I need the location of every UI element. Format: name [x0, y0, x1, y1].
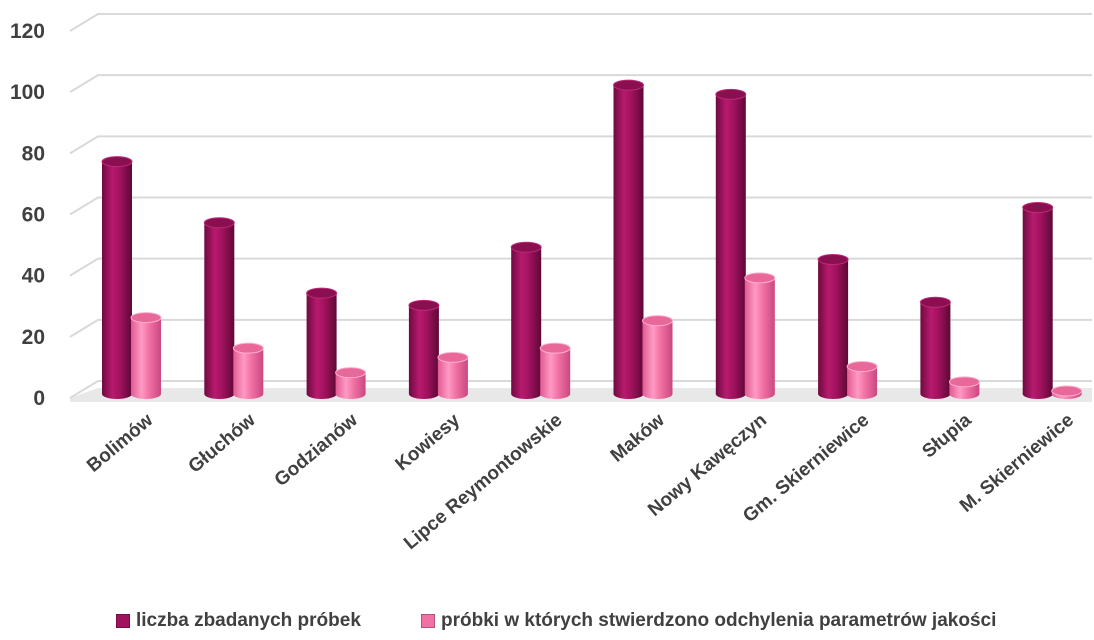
y-tick-label: 100 — [10, 81, 45, 104]
y-tick-label: 0 — [33, 387, 45, 410]
bar-samples-deviations — [744, 272, 776, 399]
bar-samples-deviations — [539, 342, 571, 399]
x-category-label: Słupia — [918, 409, 976, 462]
bar-samples-tested — [101, 156, 133, 399]
y-tick-label: 120 — [10, 20, 45, 43]
bar-samples-tested — [1022, 202, 1054, 399]
bar-chart: 0 20 40 60 80 100 120 Bolimów Głuchów Godzianów K… — [10, 13, 1092, 554]
bar-samples-tested — [510, 241, 542, 399]
x-category-label: Maków — [607, 410, 669, 467]
bar-samples-tested — [306, 287, 338, 399]
y-tick-label: 40 — [22, 265, 45, 288]
bar-samples-tested — [203, 217, 235, 399]
bar-samples-deviations — [130, 312, 162, 399]
legend: liczba zbadanych próbek próbki w których… — [0, 610, 1094, 640]
legend-item-samples-tested: liczba zbadanych próbek — [116, 610, 361, 632]
x-category-label: Bolimów — [83, 410, 157, 477]
bar-samples-deviations — [437, 351, 469, 399]
bar-samples-deviations — [846, 361, 878, 399]
bar-samples-deviations — [232, 342, 264, 399]
legend-label-samples-tested: liczba zbadanych próbek — [136, 610, 361, 631]
y-tick-label: 20 — [22, 326, 45, 349]
bar-samples-deviations — [335, 367, 367, 399]
bar-samples-deviations — [1051, 385, 1083, 399]
gridline — [69, 196, 1092, 216]
gridline — [69, 74, 1092, 94]
gridline — [69, 135, 1092, 155]
y-tick-label: 60 — [22, 204, 45, 227]
x-category-label: Godzianów — [271, 410, 362, 491]
legend-swatch-samples-tested — [116, 614, 130, 628]
gridline — [69, 257, 1092, 277]
bar-samples-deviations — [642, 315, 673, 399]
legend-label-samples-deviations: próbki w których stwierdzono odchylenia … — [441, 610, 997, 631]
bar-samples-tested — [715, 88, 747, 399]
legend-swatch-samples-deviations — [421, 614, 435, 628]
bars — [101, 79, 1083, 399]
gridline — [69, 13, 1092, 32]
bar-samples-deviations — [948, 376, 980, 399]
bar-samples-tested — [817, 253, 849, 399]
x-category-label: Głuchów — [185, 410, 260, 478]
bar-samples-tested — [613, 79, 644, 399]
y-axis-tick-labels: 0 20 40 60 80 100 120 — [10, 20, 45, 410]
legend-item-samples-deviations: próbki w których stwierdzono odchylenia … — [421, 610, 996, 632]
y-tick-label: 80 — [22, 142, 45, 165]
bar-samples-tested — [408, 299, 440, 399]
x-category-label: Kowiesy — [392, 409, 465, 475]
bar-samples-tested — [919, 296, 951, 399]
